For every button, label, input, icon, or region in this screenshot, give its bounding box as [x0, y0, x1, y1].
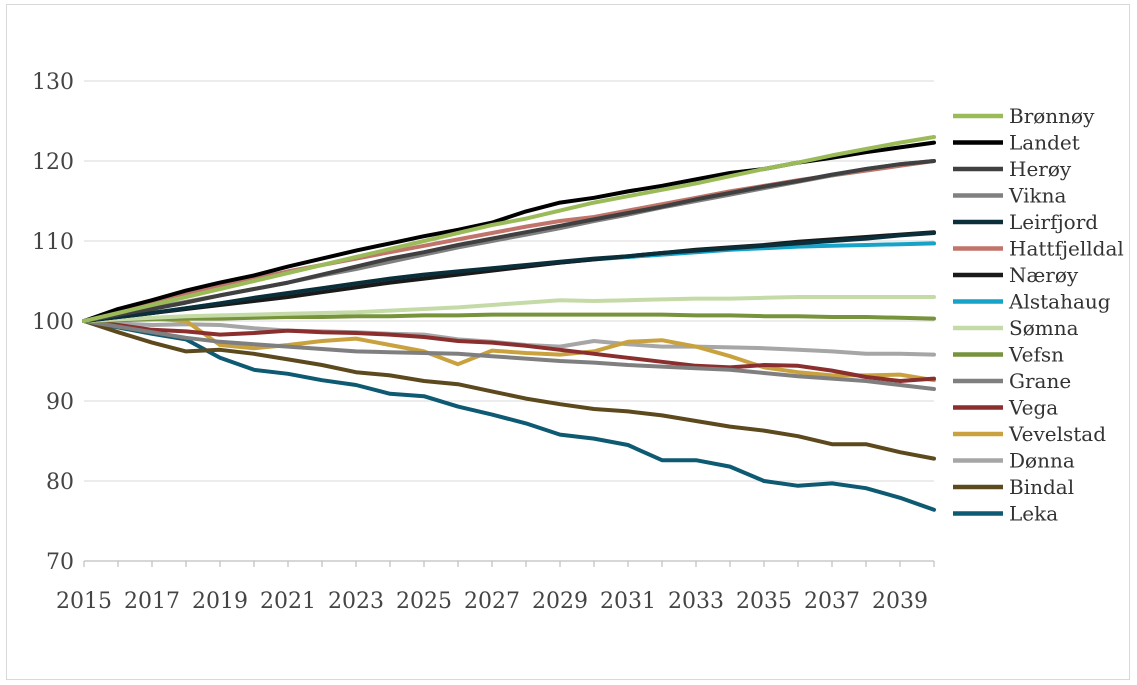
- series-line-Sømna: [82, 295, 936, 323]
- legend-item: Vega: [953, 396, 1058, 420]
- x-tick-label: 2027: [464, 589, 520, 614]
- legend-label: Brønnøy: [1009, 104, 1095, 128]
- legend-item: Vikna: [953, 184, 1066, 208]
- legend-item: Landet: [953, 131, 1080, 155]
- series-line-Alstahaug: [82, 241, 936, 323]
- x-axis-tick-labels: 2015 2017 2019 2021 2023 2025 2027 2029 2031 2033…: [56, 589, 928, 614]
- x-tick-label: 2039: [872, 589, 928, 614]
- legend-label: Herøy: [1009, 157, 1072, 181]
- legend-label: Landet: [1009, 131, 1080, 155]
- y-tick-label: 130: [32, 70, 74, 95]
- x-tick-label: 2035: [736, 589, 792, 614]
- legend-item: Vevelstad: [953, 422, 1106, 446]
- chart-frame: [6, 4, 1130, 680]
- legend-label: Sømna: [1009, 316, 1079, 340]
- legend-label: Dønna: [1009, 449, 1075, 473]
- x-tick-label: 2017: [124, 589, 180, 614]
- x-tick-label: 2019: [192, 589, 248, 614]
- legend-label: Vikna: [1008, 184, 1066, 208]
- y-tick-label: 120: [32, 150, 74, 175]
- series-line-Bindal: [82, 319, 936, 461]
- legend-item: Leirfjord: [953, 210, 1098, 234]
- y-tick-label: 80: [46, 470, 74, 495]
- legend-item: Vefsn: [953, 343, 1064, 367]
- legend-item: Leka: [953, 502, 1058, 526]
- legend-label: Hattfjelldal: [1009, 237, 1124, 261]
- x-tick-label: 2033: [668, 589, 724, 614]
- series-line-Vefsn: [82, 312, 936, 323]
- legend-label: Vega: [1008, 396, 1058, 420]
- legend-item: Herøy: [953, 157, 1072, 181]
- legend-label: Grane: [1009, 369, 1071, 393]
- legend-item: Nærøy: [953, 263, 1079, 287]
- series-line-Vevelstad: [82, 316, 936, 383]
- legend-item: Hattfjelldal: [953, 237, 1124, 261]
- series-line-Vega: [82, 319, 936, 383]
- legend-item: Bindal: [953, 475, 1074, 499]
- legend-label: Vevelstad: [1008, 422, 1106, 446]
- x-tick-label: 2021: [260, 589, 316, 614]
- x-tick-label: 2037: [804, 589, 860, 614]
- legend-label: Leirfjord: [1009, 210, 1098, 234]
- legend-label: Vefsn: [1008, 343, 1064, 367]
- x-tick-label: 2015: [56, 589, 112, 614]
- axes: [83, 560, 935, 567]
- x-tick-label: 2031: [600, 589, 656, 614]
- x-tick-label: 2023: [328, 589, 384, 614]
- x-tick-label: 2025: [396, 589, 452, 614]
- legend-label: Nærøy: [1009, 263, 1079, 287]
- legend-label: Leka: [1009, 502, 1058, 526]
- series-line-Herøy: [82, 159, 936, 323]
- y-tick-label: 90: [46, 390, 74, 415]
- series-line-Grane: [82, 319, 936, 391]
- legend-item: Sømna: [953, 316, 1079, 340]
- y-tick-label: 70: [46, 550, 74, 575]
- legend-item: Grane: [953, 369, 1071, 393]
- legend-item: Brønnøy: [953, 104, 1095, 128]
- legend-item: Alstahaug: [953, 290, 1111, 314]
- series-line-Leirfjord: [82, 231, 936, 323]
- y-tick-label: 110: [32, 230, 74, 255]
- series-line-Brønnøy: [82, 135, 936, 323]
- series-lines: [82, 135, 936, 512]
- y-axis-tick-labels: 70 80 90 100 110 120 130: [32, 70, 74, 575]
- legend-label: Bindal: [1009, 475, 1074, 499]
- x-tick-label: 2029: [532, 589, 588, 614]
- y-tick-label: 100: [32, 310, 74, 335]
- legend-label: Alstahaug: [1008, 290, 1111, 314]
- legend-item: Dønna: [953, 449, 1075, 473]
- series-line-Leka: [82, 319, 936, 512]
